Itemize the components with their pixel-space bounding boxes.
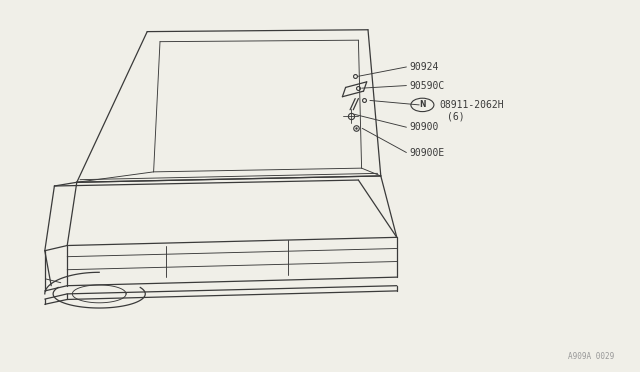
Text: (6): (6)	[447, 111, 465, 121]
Text: A909A 0029: A909A 0029	[568, 352, 614, 361]
Text: N: N	[419, 100, 426, 109]
Text: 90590C: 90590C	[410, 81, 445, 90]
Text: 90924: 90924	[410, 62, 439, 72]
Text: 90900: 90900	[410, 122, 439, 132]
Text: 08911-2062H: 08911-2062H	[439, 100, 504, 110]
Text: 90900E: 90900E	[410, 148, 445, 157]
